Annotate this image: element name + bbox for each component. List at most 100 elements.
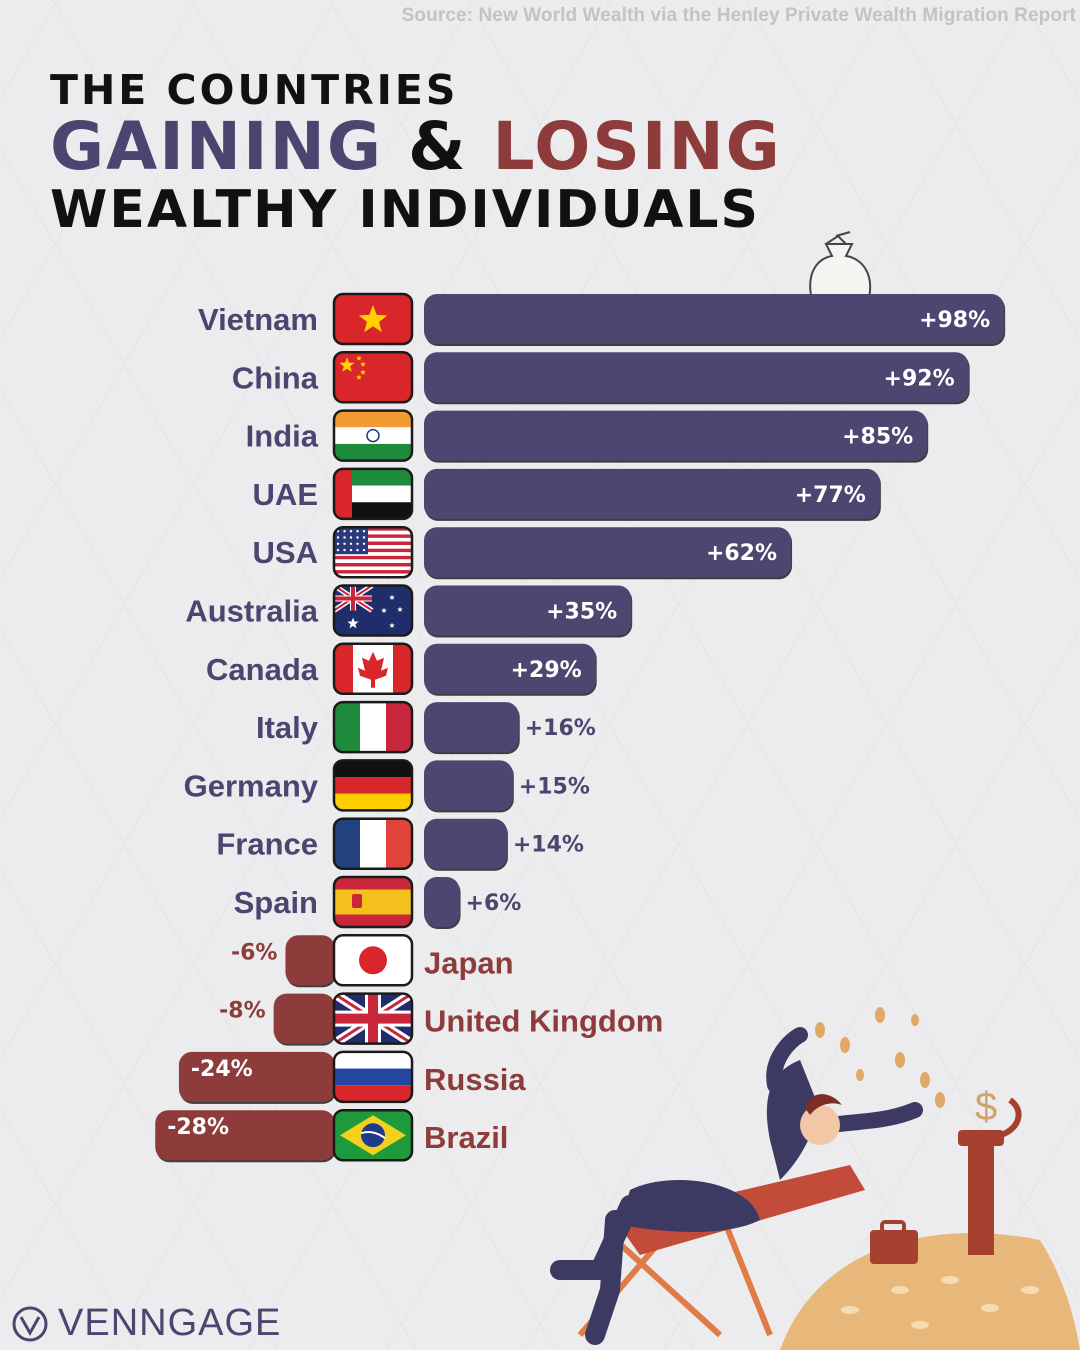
vietnam-flag-icon [334, 294, 412, 344]
russia-flag-icon [334, 1051, 412, 1102]
bar [285, 935, 335, 986]
usa-flag-icon [334, 527, 412, 578]
bar [424, 760, 513, 811]
chart-row-usa: +62% USA [253, 525, 792, 579]
india-flag-icon [334, 410, 412, 461]
japan-flag-icon [334, 935, 412, 986]
flag-border [332, 351, 414, 404]
source-note: Source: New World Wealth via the Henley … [401, 5, 1076, 26]
country-label: Spain [234, 885, 318, 920]
data-label: -24% [191, 1057, 253, 1082]
chart-row-china: +92% China [232, 351, 969, 404]
bar [178, 1051, 335, 1102]
flag-border [332, 584, 414, 637]
data-label: +16% [525, 716, 596, 741]
chart-row-brazil: -28% Brazil [155, 1108, 508, 1162]
title-ampersand: & [408, 108, 468, 185]
venngage-logo: VENNGAGE [10, 1300, 281, 1346]
bar [424, 527, 792, 578]
data-label: +35% [546, 600, 617, 625]
venngage-logo-icon [12, 1306, 48, 1342]
flag-border [332, 992, 414, 1045]
chart-row-uae: +77% UAE [253, 467, 880, 521]
svg-text:$: $ [975, 1085, 997, 1129]
data-label: +6% [466, 891, 522, 916]
bar [424, 585, 632, 636]
data-label: -8% [219, 999, 265, 1024]
data-label: +29% [511, 658, 582, 683]
bar [424, 702, 519, 753]
data-label: +98% [919, 308, 990, 333]
chart-row-japan: -6% Japan [231, 934, 514, 987]
chart-row-russia: -24% Russia [178, 1050, 526, 1104]
uae-flag-icon [334, 468, 412, 519]
flag-border [332, 817, 414, 870]
brazil-flag-icon [334, 1110, 412, 1161]
chart-row-india: +85% India [246, 409, 928, 462]
bar [155, 1110, 335, 1161]
country-label: Australia [185, 594, 318, 629]
germany-flag-icon [334, 760, 412, 811]
bar [424, 468, 880, 519]
chart-row-canada: +29% Canada [206, 642, 596, 696]
title-losing: LOSING [492, 108, 782, 185]
chart-row-united-kingdom: -8% United Kingdom [219, 992, 663, 1045]
flag-border [332, 525, 414, 579]
data-label: -28% [167, 1115, 229, 1140]
flag-border [332, 467, 414, 521]
canada-flag-icon [334, 643, 412, 694]
title-line-3: WEALTHY INDIVIDUALS [50, 180, 760, 240]
title-line-2: GAINING & LOSING [50, 108, 782, 185]
spain-flag-icon [334, 877, 412, 927]
flag-border [332, 875, 414, 929]
country-label: United Kingdom [424, 1004, 663, 1039]
country-label: Vietnam [198, 302, 318, 337]
chart-row-italy: +16% Italy [256, 700, 596, 754]
data-label: +14% [513, 833, 584, 858]
country-label: UAE [253, 477, 318, 512]
data-label: -6% [231, 940, 277, 965]
bar [424, 294, 1005, 344]
data-label: +62% [706, 541, 777, 566]
bar [273, 993, 335, 1044]
bar [424, 643, 596, 694]
bar [424, 410, 928, 461]
country-label: China [232, 360, 319, 395]
flag-border [332, 934, 414, 987]
flag-border [332, 292, 414, 346]
flag-border [332, 642, 414, 696]
uk-flag-icon [334, 993, 412, 1044]
data-label: +92% [884, 366, 955, 391]
country-label: France [216, 827, 318, 862]
country-label: Canada [206, 652, 319, 687]
flag-border [332, 409, 414, 462]
country-label: Germany [184, 768, 319, 803]
australia-flag-icon [334, 585, 412, 636]
flag-border [332, 1050, 414, 1104]
italy-flag-icon [334, 702, 412, 753]
country-label: Japan [424, 945, 514, 980]
chart-row-australia: +35% Australia [185, 584, 632, 637]
chart-row-germany: +15% Germany [184, 759, 590, 812]
bar [424, 877, 460, 927]
chart-row-spain: +6% Spain [234, 875, 522, 929]
country-label: Russia [424, 1062, 526, 1097]
flag-border [332, 1108, 414, 1162]
bar [424, 352, 969, 403]
france-flag-icon [334, 818, 412, 869]
brand-name: VENNGAGE [58, 1301, 282, 1344]
flag-border [332, 759, 414, 812]
china-flag-icon [334, 352, 412, 403]
country-label: India [246, 419, 319, 454]
flag-border [332, 700, 414, 754]
relaxing-man-illustration: $ [550, 1007, 1080, 1350]
bar [424, 818, 507, 869]
country-label: Brazil [424, 1120, 508, 1155]
data-label: +77% [795, 483, 866, 508]
data-label: +15% [519, 774, 590, 799]
title-line-1: THE COUNTRIES [50, 66, 459, 114]
data-label: +85% [842, 425, 913, 450]
country-label: Italy [256, 710, 319, 745]
title-gaining: GAINING [50, 108, 384, 185]
bar-chart: +98% Vietnam +92% China +85% India +77% UAE +62%… [155, 231, 1005, 1162]
